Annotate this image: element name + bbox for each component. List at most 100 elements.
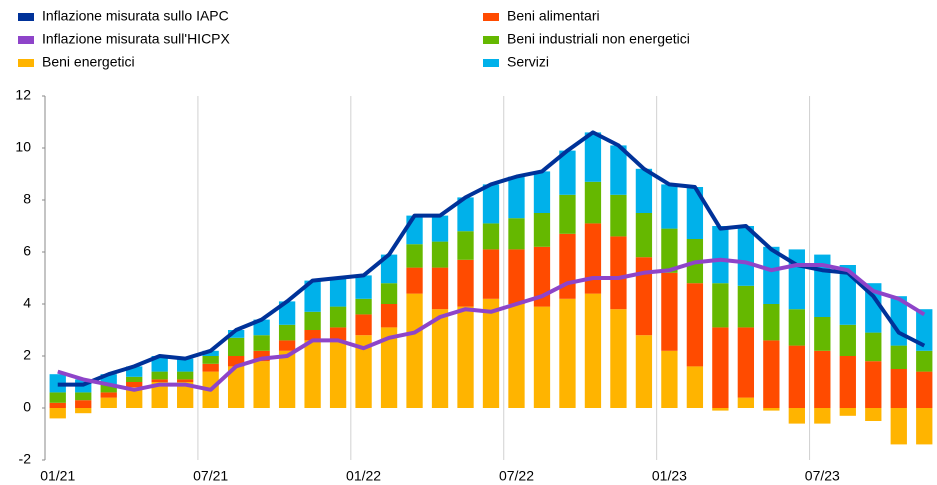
bar-segment bbox=[610, 236, 627, 310]
bar-segment bbox=[278, 324, 296, 341]
bar-segment bbox=[304, 280, 321, 312]
x-tick-label: 07/23 bbox=[805, 468, 840, 484]
bar-segment bbox=[202, 363, 219, 372]
bar-segment bbox=[635, 257, 653, 336]
bar-segment bbox=[278, 301, 296, 325]
bar-segment bbox=[610, 145, 627, 195]
bar-segment bbox=[661, 228, 678, 273]
bar-segment bbox=[584, 132, 602, 182]
bar-segment bbox=[610, 309, 627, 408]
bar-segment bbox=[763, 304, 780, 341]
bar-segment bbox=[49, 402, 66, 408]
bar-segment bbox=[151, 382, 168, 408]
bar-segment bbox=[865, 408, 882, 421]
bar-segment bbox=[533, 246, 551, 307]
y-tick-label: 6 bbox=[23, 243, 31, 259]
bar-segment bbox=[533, 306, 551, 408]
bar-segment bbox=[814, 350, 831, 408]
bar-segment bbox=[100, 384, 117, 393]
bar-segment bbox=[126, 376, 143, 382]
bar-segment bbox=[380, 327, 398, 408]
bar-segment bbox=[686, 283, 704, 367]
bar-segment bbox=[916, 371, 933, 408]
bar-segment bbox=[100, 392, 117, 398]
legend-label: Beni industriali non energetici bbox=[507, 31, 690, 47]
bar-segment bbox=[253, 350, 270, 362]
bar-segment bbox=[253, 361, 270, 408]
bar-segment bbox=[865, 332, 882, 362]
line bbox=[57, 257, 926, 392]
bar-segment bbox=[916, 309, 933, 351]
bar-segment bbox=[329, 327, 347, 341]
bar-segment bbox=[584, 181, 602, 224]
bar-segment bbox=[686, 366, 704, 408]
bar-segment bbox=[304, 330, 321, 341]
bar-segment bbox=[100, 397, 117, 408]
legend-swatch bbox=[483, 13, 499, 21]
bar-segment bbox=[49, 408, 66, 419]
bar-segment bbox=[457, 259, 474, 307]
x-tick-label: 01/21 bbox=[40, 468, 75, 484]
bar-segment bbox=[380, 304, 398, 328]
bar-segment bbox=[253, 335, 270, 351]
bar-segment bbox=[406, 215, 423, 245]
bar-segment bbox=[559, 233, 576, 299]
bar-segment bbox=[431, 241, 449, 268]
bar-segment bbox=[457, 231, 474, 260]
legend-swatch bbox=[483, 36, 499, 44]
bar-segment bbox=[661, 350, 678, 408]
bar-segment bbox=[508, 249, 525, 304]
bar-segment bbox=[712, 226, 729, 284]
bar-segment bbox=[227, 366, 245, 408]
bar-segment bbox=[661, 184, 678, 229]
bar-segment bbox=[916, 408, 933, 445]
bar-segment bbox=[661, 272, 678, 351]
bar-segment bbox=[329, 306, 347, 328]
bar-segment bbox=[406, 267, 423, 294]
bar-segment bbox=[177, 379, 194, 382]
bar-segment bbox=[304, 311, 321, 330]
bar-segment bbox=[100, 374, 117, 385]
bar-segment bbox=[890, 345, 907, 369]
bar-segment bbox=[355, 275, 372, 299]
bar-segment bbox=[75, 408, 92, 414]
bar-segment bbox=[686, 187, 704, 239]
bar-segment bbox=[635, 335, 653, 408]
legend-label: Inflazione misurata sull'HICPX bbox=[42, 31, 231, 47]
bar-segment bbox=[559, 194, 576, 234]
bar-segment bbox=[712, 408, 729, 411]
bar-segment bbox=[533, 171, 551, 213]
bar-segment bbox=[406, 244, 423, 268]
bar-segment bbox=[126, 387, 143, 408]
bar-segment bbox=[227, 337, 245, 356]
bar-segment bbox=[482, 249, 500, 299]
bar-segment bbox=[839, 324, 856, 356]
bar-segment bbox=[227, 356, 245, 367]
bar-segment bbox=[763, 408, 780, 411]
bar-segment bbox=[584, 223, 602, 294]
bar-segment bbox=[380, 283, 398, 304]
bar-segment bbox=[559, 150, 576, 195]
bar-segment bbox=[431, 309, 449, 408]
bar-segment bbox=[610, 194, 627, 237]
bar-segment bbox=[202, 350, 219, 356]
bar-segment bbox=[788, 408, 805, 424]
bar-segment bbox=[202, 356, 219, 364]
bar-segment bbox=[253, 319, 270, 336]
bar-segment bbox=[355, 314, 372, 336]
bar-segment bbox=[814, 317, 831, 351]
bar-segment bbox=[763, 246, 780, 304]
bar-segment bbox=[635, 168, 653, 213]
bar-segment bbox=[737, 226, 755, 286]
legend-swatch bbox=[18, 59, 34, 67]
y-tick-label: 4 bbox=[23, 295, 31, 311]
bar-segment bbox=[151, 356, 168, 372]
bar-segment bbox=[151, 379, 168, 382]
y-tick-label: 0 bbox=[23, 399, 31, 415]
bar-segment bbox=[406, 293, 423, 408]
bar-segment bbox=[49, 392, 66, 403]
bar-segment bbox=[508, 176, 525, 219]
x-tick-label: 01/22 bbox=[346, 468, 381, 484]
y-tick-label: -2 bbox=[19, 451, 32, 467]
